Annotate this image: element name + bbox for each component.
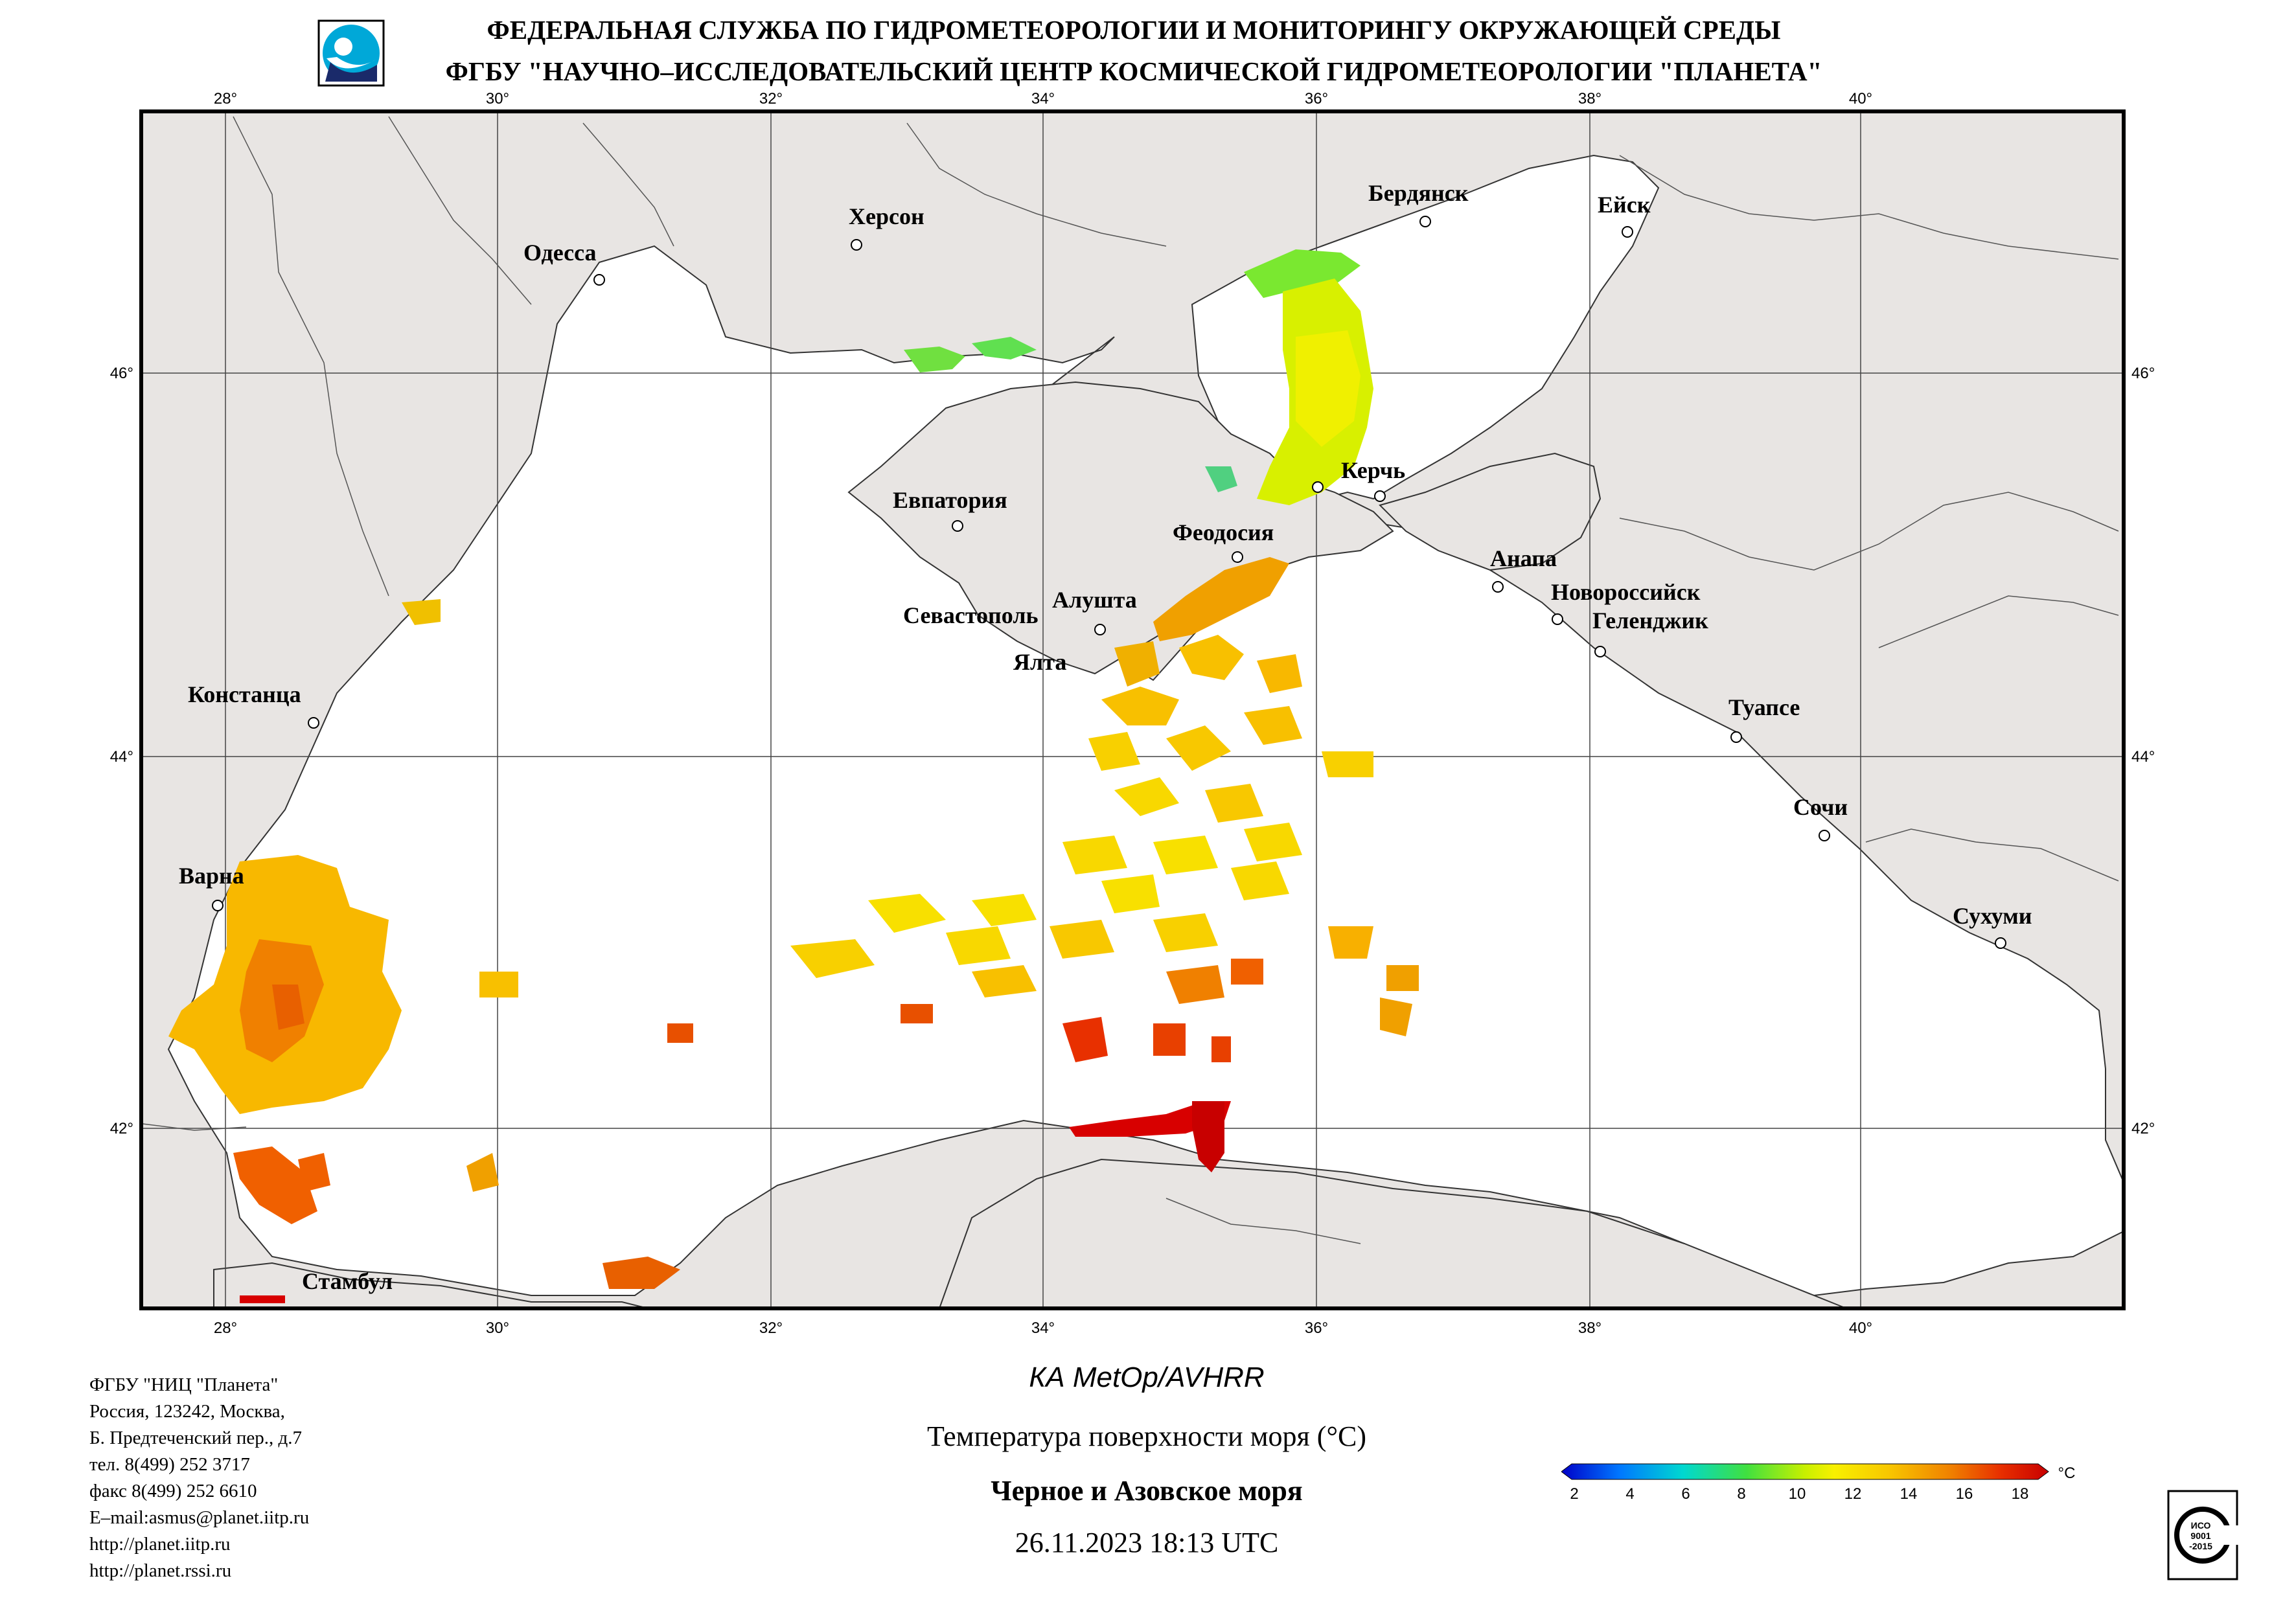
contact-line: тел. 8(499) 252 3717	[89, 1454, 250, 1475]
city-constanta: Констанца	[188, 681, 301, 707]
sst-patches	[168, 249, 1419, 1303]
iso-text-3: -2015	[2189, 1541, 2212, 1551]
city-tuapse: Туапсе	[1728, 694, 1800, 720]
lon-label-top: 28°	[214, 90, 237, 108]
contact-line: http://planet.rssi.ru	[89, 1560, 232, 1581]
city-kerch: Керчь	[1341, 457, 1405, 483]
taman	[1379, 452, 1601, 571]
contact-line: http://planet.iitp.ru	[89, 1534, 231, 1555]
borders	[142, 116, 2119, 1244]
colorbar-tick: 4	[1625, 1485, 1634, 1500]
lon-label-bottom: 38°	[1578, 1319, 1601, 1337]
lat-label-right: 42°	[2131, 1120, 2155, 1137]
city-eysk: Ейск	[1598, 192, 1651, 218]
lon-label-bottom: 36°	[1305, 1319, 1328, 1337]
contact-line: факс 8(499) 252 6610	[89, 1481, 257, 1501]
city-sevastopol: Севастополь	[903, 602, 1039, 628]
product-title: Температура поверхности моря (°C)	[926, 1420, 1367, 1452]
city-novorossiysk: Новороссийск	[1551, 579, 1701, 605]
header-line-2: ФГБУ "НАУЧНО–ИССЛЕДОВАТЕЛЬСКИЙ ЦЕНТР КОС…	[445, 56, 1822, 86]
city-evpatoria: Евпатория	[893, 487, 1007, 513]
city-gelendzhik: Геленджик	[1592, 608, 1708, 633]
colorbar-tick: 6	[1681, 1485, 1690, 1500]
contact-line: ФГБУ "НИЦ "Планета"	[89, 1374, 279, 1395]
city-odessa: Одесса	[523, 240, 597, 266]
contacts-block: ФГБУ "НИЦ "Планета" Россия, 123242, Моск…	[89, 1372, 309, 1584]
datetime-label: 26.11.2023 18:13 UTC	[1015, 1527, 1279, 1558]
city-istanbul: Стамбул	[302, 1268, 393, 1294]
city-feodosia: Феодосия	[1173, 519, 1274, 545]
lon-label-bottom: 40°	[1849, 1319, 1872, 1337]
lon-label-top: 30°	[486, 90, 509, 108]
colorbar-unit: °C	[2058, 1465, 2076, 1482]
iso-text-1: ИСО	[2191, 1520, 2211, 1531]
city-berdyansk: Бердянск	[1368, 180, 1469, 206]
city-markers	[212, 216, 2006, 949]
colorbar-tick: 14	[1900, 1485, 1918, 1500]
colorbar-tick: 8	[1737, 1485, 1745, 1500]
satellite-label: КА MetOp/AVHRR	[1029, 1362, 1265, 1393]
city-anapa: Анапа	[1490, 545, 1557, 571]
lat-label-left: 44°	[110, 748, 133, 766]
city-sochi: Сочи	[1793, 794, 1848, 820]
temperature-colorbar: 2 4 6 8 10 12 14 16 18 °C	[1561, 1463, 2076, 1500]
lat-label-right: 46°	[2131, 365, 2155, 382]
colorbar-tick: 12	[1844, 1485, 1862, 1500]
city-yalta: Ялта	[1013, 649, 1066, 675]
anatolia	[938, 1158, 1847, 1309]
region-title: Черное и Азовское моря	[991, 1475, 1303, 1507]
lon-label-top: 32°	[759, 90, 783, 108]
lat-label-left: 42°	[110, 1120, 133, 1137]
contact-line: Россия, 123242, Москва,	[89, 1401, 285, 1422]
lon-label-bottom: 32°	[759, 1319, 783, 1337]
lon-label-top: 40°	[1849, 90, 1872, 108]
contact-line: Б. Предтеченский пер., д.7	[89, 1428, 303, 1448]
planeta-logo-icon	[317, 19, 385, 87]
colorbar-tick: 16	[1956, 1485, 1973, 1500]
lat-label-right: 44°	[2131, 748, 2155, 766]
colorbar-tick: 2	[1570, 1485, 1578, 1500]
iso-certification-badge: ИСО 9001 -2015	[2167, 1490, 2238, 1580]
header-line-1: ФЕДЕРАЛЬНАЯ СЛУЖБА ПО ГИДРОМЕТЕОРОЛОГИИ …	[487, 15, 1781, 45]
lon-label-top: 36°	[1305, 90, 1328, 108]
lon-label-top: 38°	[1578, 90, 1601, 108]
colorbar-tick: 10	[1789, 1485, 1806, 1500]
colorbar-tick: 18	[2012, 1485, 2029, 1500]
city-sukhumi: Сухуми	[1953, 903, 2032, 929]
lat-label-left: 46°	[110, 365, 133, 382]
city-varna: Варна	[179, 863, 244, 889]
contact-line: E–mail:asmus@planet.iitp.ru	[89, 1507, 310, 1528]
city-alushta: Алушта	[1052, 587, 1137, 613]
lon-label-top: 34°	[1031, 90, 1055, 108]
lon-label-bottom: 34°	[1031, 1319, 1055, 1337]
city-kherson: Херсон	[849, 203, 924, 229]
lon-label-bottom: 30°	[486, 1319, 509, 1337]
lon-label-bottom: 28°	[214, 1319, 237, 1337]
iso-text-2: 9001	[2190, 1531, 2210, 1541]
